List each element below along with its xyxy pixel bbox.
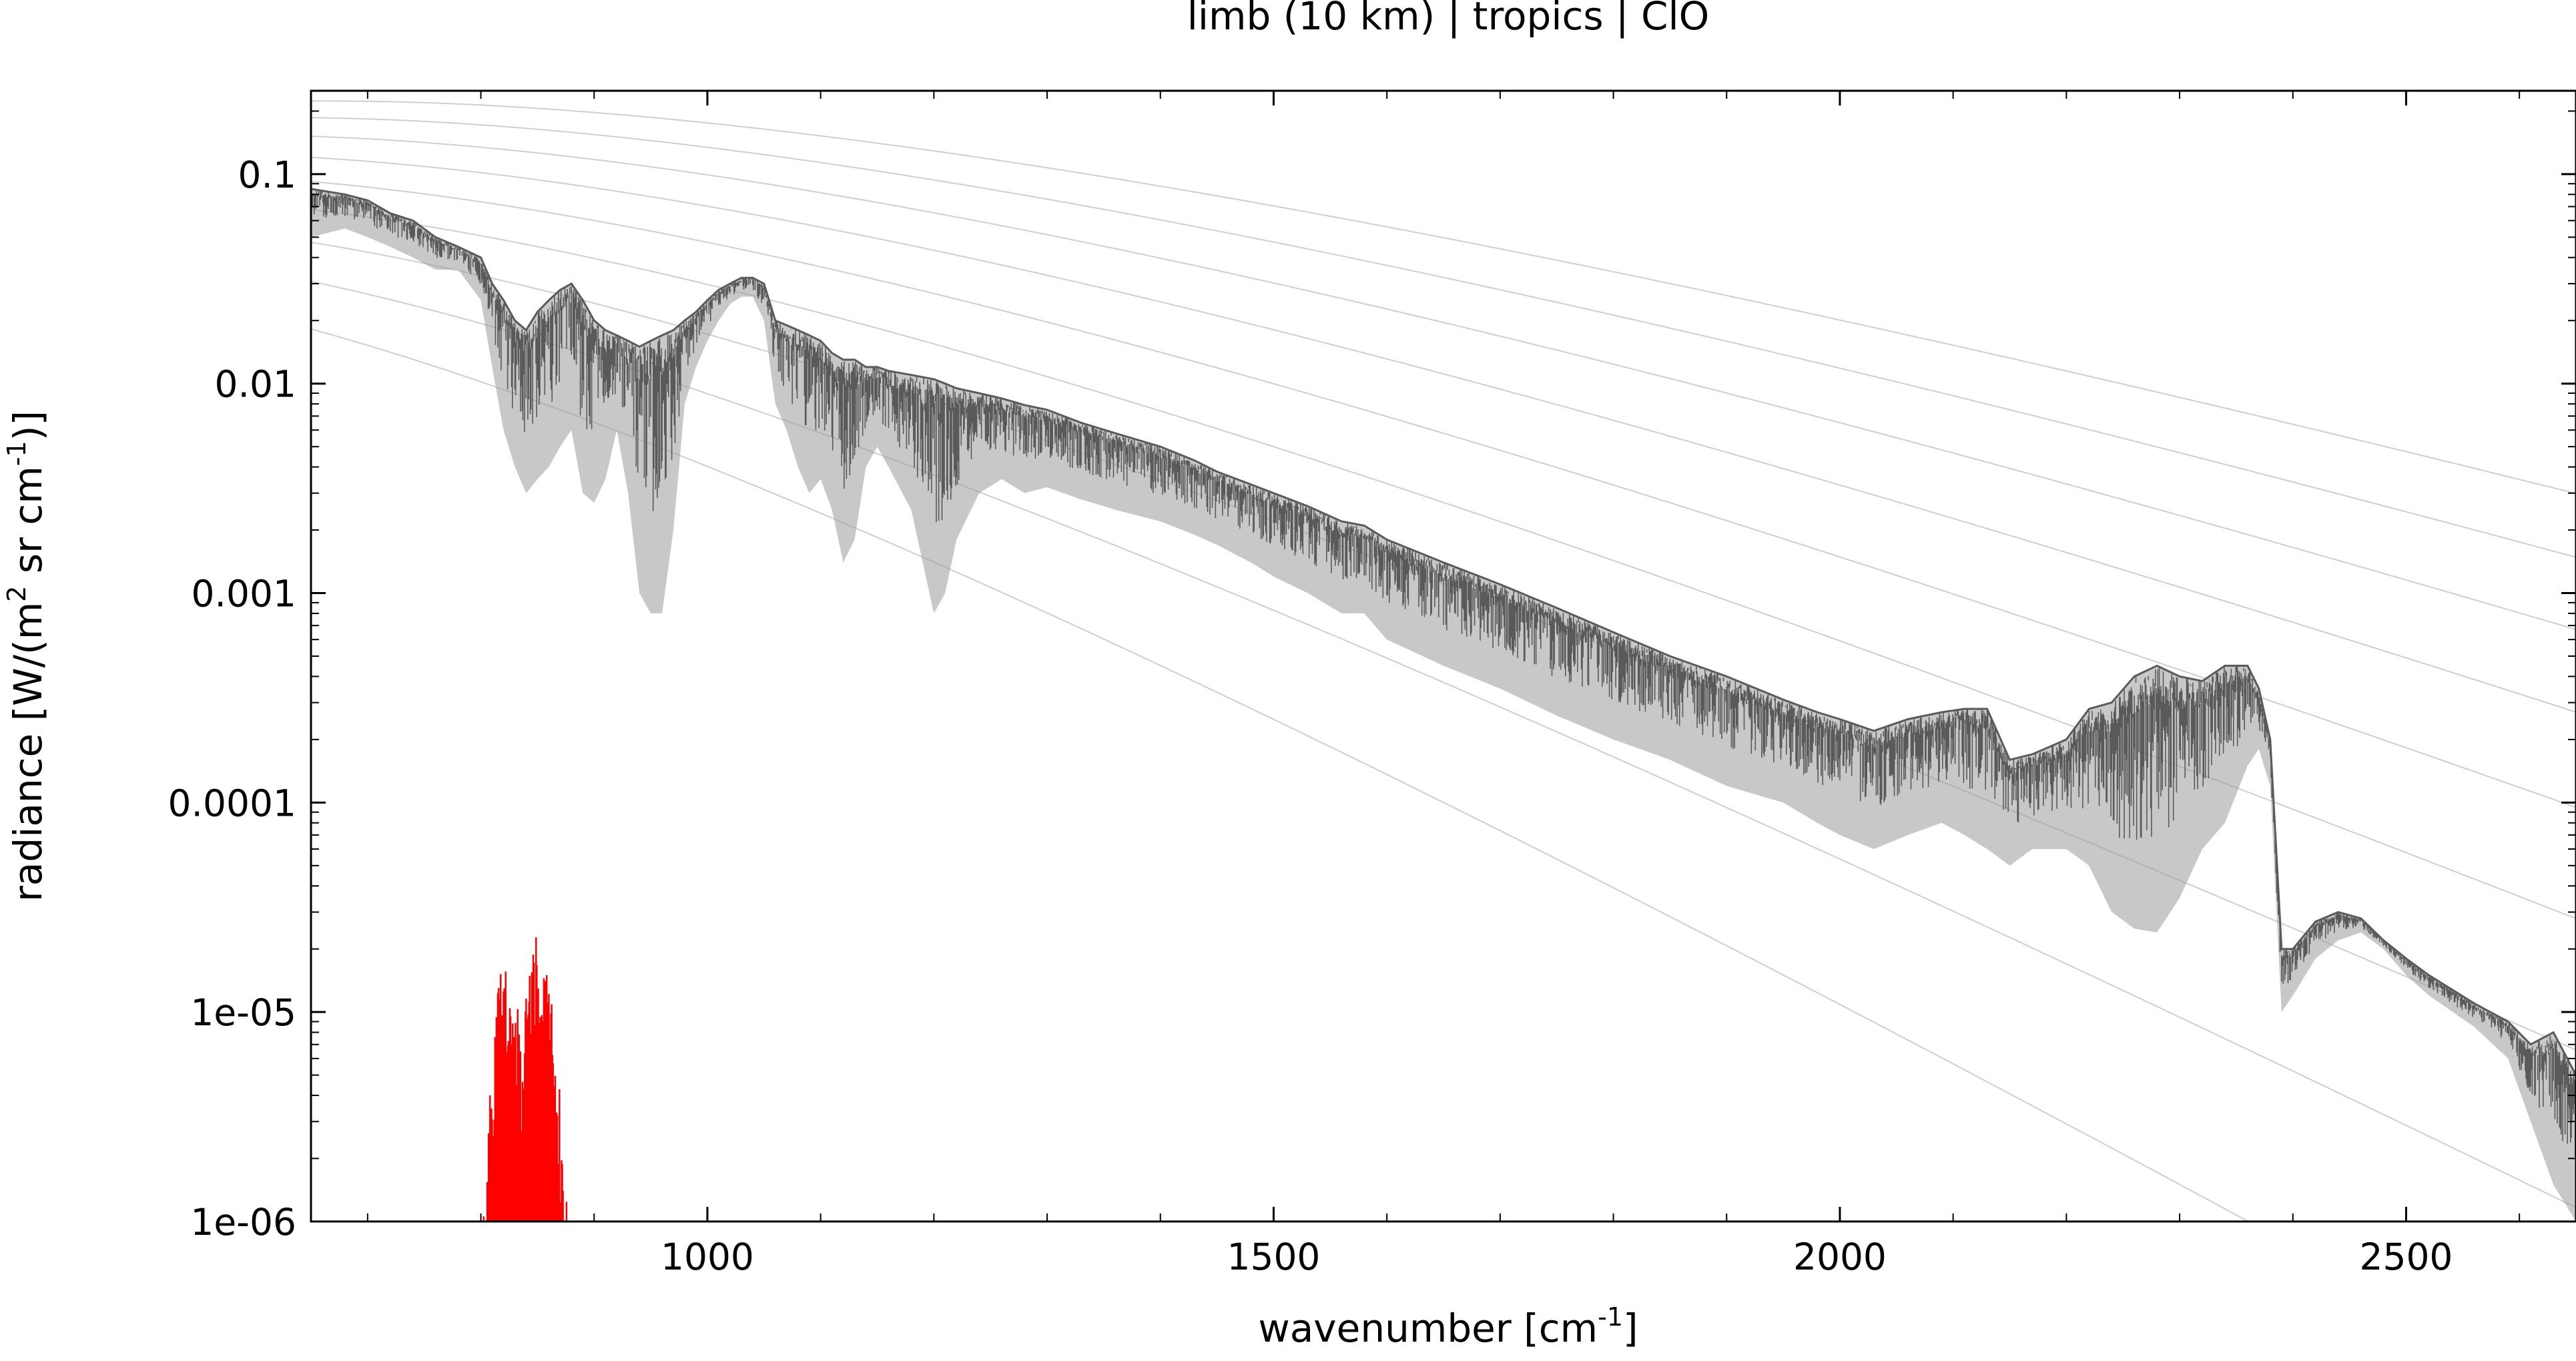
y-tick-label: 0.0001 [168, 782, 296, 824]
spectrum-upper-outline [310, 188, 2576, 1076]
reference-curve-280K [310, 156, 2576, 713]
y-tick-label: 1e-06 [190, 1201, 296, 1244]
x-tick-label: 2000 [1793, 1236, 1887, 1278]
spectrum-total [310, 189, 2576, 1157]
series-layer [310, 188, 2576, 1221]
spectrum-contribution [482, 937, 568, 1221]
x-tick-label: 1500 [1227, 1236, 1320, 1278]
reference-curve-260K [310, 181, 2576, 808]
y-tick-label: 0.001 [192, 573, 296, 615]
x-tick-label: 1000 [661, 1236, 754, 1278]
x-axis: 1000 1500 2000 2500 [366, 91, 2521, 1278]
reference-curve-340K [311, 100, 2576, 495]
x-tick-label: 2500 [2359, 1236, 2453, 1278]
y-tick-label: 1e-05 [190, 991, 296, 1034]
spectrum-envelope [311, 189, 2576, 1221]
chart-title: limb (10 km) | tropics | ClO [1187, 0, 1710, 39]
reference-curve-300K [310, 135, 2576, 631]
x-axis-label: wavenumber [cm-1] [1258, 1302, 1638, 1351]
y-tick-label: 0.1 [238, 154, 296, 196]
y-tick-label: 0.01 [215, 363, 296, 406]
y-axis: 0.1 0.01 0.001 0.0001 1e-05 1e-06 [168, 110, 2576, 1244]
reference-curve-320K [310, 117, 2576, 558]
y-axis-label: radiance [W/(m2 sr cm-1)] [2, 411, 51, 902]
